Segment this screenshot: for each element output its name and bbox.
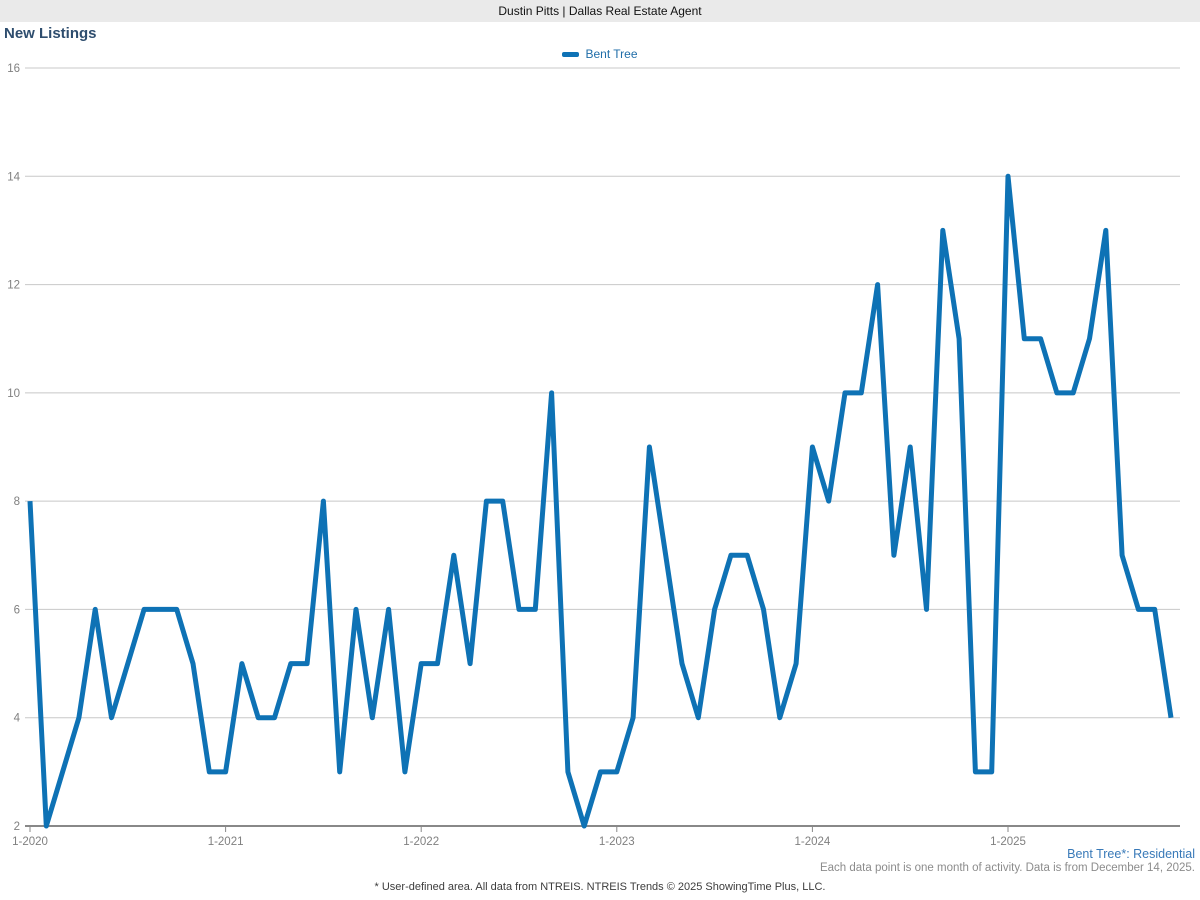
header-bar: Dustin Pitts | Dallas Real Estate Agent <box>0 0 1200 22</box>
y-axis-tick-label: 10 <box>7 388 20 400</box>
y-axis-tick-label: 16 <box>7 63 20 75</box>
footer-series-note: Bent Tree*: Residential <box>1067 847 1195 861</box>
x-axis-tick-label: 1-2021 <box>208 836 244 848</box>
page-title: New Listings <box>4 25 97 42</box>
x-axis-tick-label: 1-2025 <box>990 836 1026 848</box>
footer-activity-note: Each data point is one month of activity… <box>819 862 1195 874</box>
y-axis-tick-label: 14 <box>7 171 20 183</box>
y-axis-tick-label: 6 <box>14 604 20 616</box>
header-title: Dustin Pitts | Dallas Real Estate Agent <box>498 4 702 18</box>
x-axis-tick-label: 1-2020 <box>12 836 48 848</box>
footer-disclaimer: * User-defined area. All data from NTREI… <box>374 881 826 893</box>
y-axis-tick-label: 12 <box>7 280 20 292</box>
chart-svg: 2 4 6 8 10 12 14 16 1-2020 1-2021 1-2022 1-2023 1-20… <box>7 63 1180 848</box>
y-axis-tick-label: 8 <box>14 496 20 508</box>
bent-tree-line-swatch <box>562 51 580 57</box>
legend-label: Bent Tree <box>585 47 638 61</box>
x-axis-tick-label: 1-2022 <box>403 836 439 848</box>
x-axis-tick-label: 1-2023 <box>599 836 635 848</box>
y-axis-tick-label: 2 <box>14 821 20 833</box>
legend: Bent Tree <box>0 46 1200 62</box>
bent-tree-series-line <box>27 173 1174 829</box>
x-axis-tick-label: 1-2024 <box>794 836 830 848</box>
y-axis-tick-label: 4 <box>14 713 21 725</box>
